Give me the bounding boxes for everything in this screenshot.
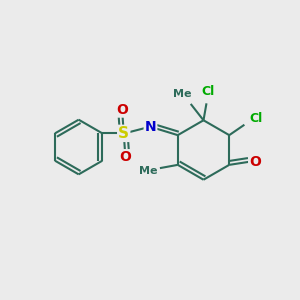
Text: O: O [119,150,131,164]
Text: N: N [145,120,156,134]
Text: Me: Me [172,89,191,99]
Text: Cl: Cl [201,85,214,98]
Text: Me: Me [139,166,157,176]
Text: O: O [116,103,128,117]
Text: Cl: Cl [249,112,262,125]
Text: O: O [249,155,261,169]
Text: S: S [118,126,129,141]
